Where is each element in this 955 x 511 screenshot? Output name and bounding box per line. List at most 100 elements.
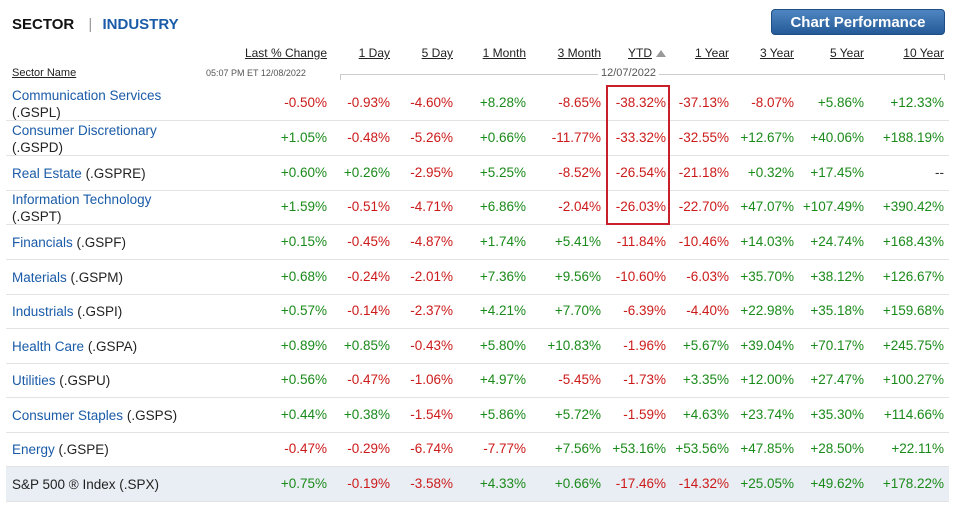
sector-symbol: (.GSPF) [76, 235, 127, 250]
value-cell: +22.98% [740, 303, 794, 318]
column-header-1-year[interactable]: 1 Year [694, 46, 729, 60]
value-cell: -1.06% [410, 372, 453, 387]
chart-performance-button[interactable]: Chart Performance [771, 9, 945, 35]
column-header-1-month[interactable]: 1 Month [482, 46, 526, 60]
value-cell: -8.65% [558, 95, 601, 110]
value-cell: -0.19% [347, 476, 390, 491]
tab-separator: | [88, 16, 93, 33]
column-header-10-year[interactable]: 10 Year [903, 46, 944, 60]
value-cell: +100.27% [882, 372, 944, 387]
value-cell: +7.36% [479, 269, 526, 284]
sector-link[interactable]: Energy [12, 442, 55, 457]
tab-industry[interactable]: INDUSTRY [102, 16, 179, 33]
value-cell: +47.85% [740, 441, 794, 456]
value-cell: -0.24% [347, 269, 390, 284]
value-cell: -5.45% [558, 372, 601, 387]
sector-link[interactable]: Materials [12, 270, 67, 285]
value-cell: -4.40% [686, 303, 729, 318]
sector-link[interactable]: Consumer Staples [12, 408, 124, 423]
value-cell: +12.67% [740, 130, 794, 145]
value-cell: -4.87% [410, 234, 453, 249]
sector-link[interactable]: Health Care [12, 339, 85, 354]
value-cell: +24.74% [810, 234, 864, 249]
sector-name: Health Care (.GSPA) [12, 338, 137, 355]
value-cell: +7.70% [554, 303, 601, 318]
table-row: Real Estate (.GSPRE) +0.60% +0.26% -2.95% +5… [6, 156, 949, 191]
sector-name: Energy (.GSPE) [12, 441, 109, 458]
column-header-5-day[interactable]: 5 Day [421, 46, 453, 60]
value-cell: +0.68% [280, 269, 327, 284]
column-header-ytd[interactable]: YTD [628, 46, 666, 60]
value-cell: +4.63% [682, 407, 729, 422]
value-cell: +0.57% [280, 303, 327, 318]
value-cell: +168.43% [882, 234, 944, 249]
value-cell: +0.38% [343, 407, 390, 422]
column-header-3-year[interactable]: 3 Year [759, 46, 794, 60]
sector-symbol: (.GSPU) [59, 373, 111, 388]
column-header-last-change[interactable]: Last % Change [244, 46, 327, 60]
value-cell: +40.06% [810, 130, 864, 145]
value-cell: -1.73% [623, 372, 666, 387]
value-cell: +1.74% [479, 234, 526, 249]
value-cell: +1.59% [280, 199, 327, 214]
value-cell: -1.59% [623, 407, 666, 422]
sector-name: Industrials (.GSPI) [12, 303, 122, 320]
value-cell: -32.55% [678, 130, 729, 145]
value-cell: -3.58% [410, 476, 453, 491]
sector-symbol: (.GSPI) [77, 304, 123, 319]
column-header-1-day[interactable]: 1 Day [358, 46, 390, 60]
value-cell: -38.32% [615, 95, 666, 110]
value-cell: +5.67% [682, 338, 729, 353]
table-row: Consumer Discretionary (.GSPD) +1.05% -0.48… [6, 121, 949, 156]
sector-name: Information Technology (.GSPT) [12, 191, 151, 225]
value-cell: +53.16% [612, 441, 666, 456]
sector-link[interactable]: Real Estate [12, 166, 82, 181]
sort-ascending-icon [656, 50, 666, 58]
value-cell: +0.15% [280, 234, 327, 249]
value-cell: -17.46% [615, 476, 666, 491]
sector-name: Communication Services (.GSPL) [12, 87, 161, 121]
value-cell: +53.56% [675, 441, 729, 456]
value-cell: -1.54% [410, 407, 453, 422]
tab-bar: SECTOR | INDUSTRY [12, 16, 179, 33]
sector-symbol: (.GSPD) [12, 140, 64, 155]
sector-name-header[interactable]: Sector Name [12, 67, 77, 79]
sector-link[interactable]: Industrials [12, 304, 74, 319]
value-cell: -7.77% [483, 441, 526, 456]
value-cell: +4.21% [479, 303, 526, 318]
value-cell: +9.56% [554, 269, 601, 284]
sector-link[interactable]: Utilities [12, 373, 56, 388]
value-cell: +1.05% [280, 130, 327, 145]
timestamp: 05:07 PM ET 12/08/2022 [206, 68, 306, 78]
column-header-3-month[interactable]: 3 Month [557, 46, 601, 60]
sector-name: Materials (.GSPM) [12, 269, 123, 286]
tab-sector[interactable]: SECTOR [12, 16, 75, 33]
value-cell: -0.45% [347, 234, 390, 249]
sector-name: Financials (.GSPF) [12, 234, 126, 251]
table-row: Utilities (.GSPU) +0.56% -0.47% -1.06% +4.97… [6, 363, 949, 398]
value-cell: -8.52% [558, 165, 601, 180]
value-cell: -0.47% [347, 372, 390, 387]
value-cell: -0.51% [347, 199, 390, 214]
value-cell: -4.71% [410, 199, 453, 214]
value-cell: +0.26% [343, 165, 390, 180]
value-cell: +28.50% [810, 441, 864, 456]
sector-link[interactable]: Information Technology [12, 192, 152, 207]
sector-name: Real Estate (.GSPRE) [12, 165, 146, 182]
table-row: Materials (.GSPM) +0.68% -0.24% -2.01% +7.36… [6, 260, 949, 295]
value-cell: +5.86% [817, 95, 864, 110]
period-date: 12/07/2022 [598, 67, 660, 79]
value-cell: -0.29% [347, 441, 390, 456]
value-cell: +0.66% [479, 130, 526, 145]
value-cell: -26.03% [615, 199, 666, 214]
sector-link[interactable]: Communication Services [12, 88, 162, 103]
value-cell: +245.75% [882, 338, 944, 353]
value-cell: -10.60% [615, 269, 666, 284]
value-cell: +159.68% [882, 303, 944, 318]
column-header-5-year[interactable]: 5 Year [829, 46, 864, 60]
sector-link[interactable]: Consumer Discretionary [12, 123, 157, 138]
sector-link[interactable]: Financials [12, 235, 73, 250]
sector-link: S&P 500 ® Index [12, 477, 116, 492]
table-row: Energy (.GSPE) -0.47% -0.29% -6.74% -7.77% +7… [6, 432, 949, 467]
value-cell: -0.48% [347, 130, 390, 145]
